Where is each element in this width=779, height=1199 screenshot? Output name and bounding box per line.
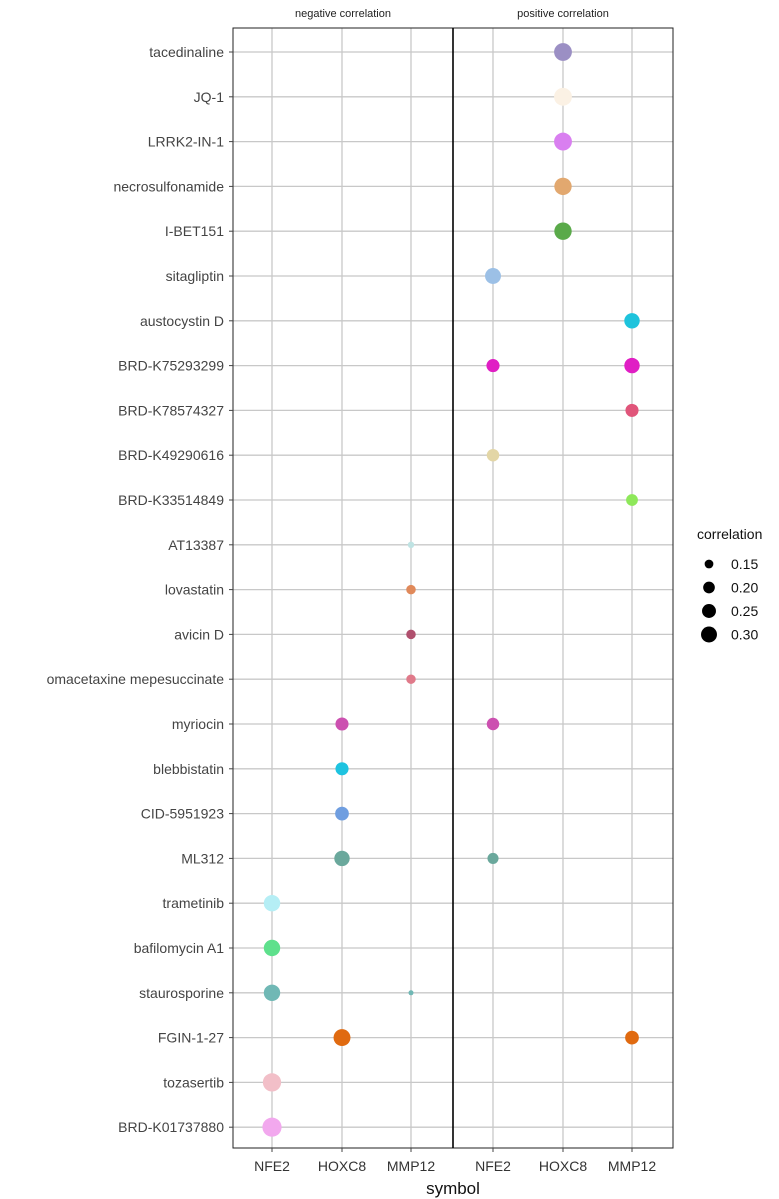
point-blebbistatin-hoxc8 xyxy=(335,762,349,776)
y-tick-austocystin-d: austocystin D xyxy=(140,313,224,329)
point-brd-k78574327-mmp12 xyxy=(625,403,639,417)
size-legend: correlation 0.15 0.20 0.25 0.30 xyxy=(697,526,762,643)
point-bafilomycin-a1-nfe2 xyxy=(263,939,281,957)
y-tick-sitagliptin: sitagliptin xyxy=(166,268,224,284)
y-tick-omacetaxine-mepesuccinate: omacetaxine mepesuccinate xyxy=(47,671,225,687)
legend-title: correlation xyxy=(697,526,762,542)
y-tick-tacedinaline: tacedinaline xyxy=(149,44,224,60)
y-tick-brd-k33514849: BRD-K33514849 xyxy=(118,492,224,508)
point-brd-k75293299-nfe2 xyxy=(486,359,500,373)
point-trametinib-nfe2 xyxy=(263,894,281,912)
point-necrosulfonamide-hoxc8 xyxy=(554,177,572,196)
y-tick-bafilomycin-a1: bafilomycin A1 xyxy=(134,940,224,956)
point-lovastatin-mmp12 xyxy=(406,584,416,595)
legend-key-0-25 xyxy=(702,604,716,618)
legend-key-0-15 xyxy=(704,559,714,569)
y-tick-i-bet151: I-BET151 xyxy=(165,223,224,239)
point-myriocin-nfe2 xyxy=(486,717,500,731)
y-tick-brd-k01737880: BRD-K01737880 xyxy=(118,1119,224,1135)
point-fgin-1-27-hoxc8 xyxy=(333,1029,351,1047)
x-axis-title: symbol xyxy=(426,1179,480,1198)
facet-label-positive-correlation: positive correlation xyxy=(517,8,609,20)
point-ml312-hoxc8 xyxy=(334,850,350,867)
point-brd-k49290616-nfe2 xyxy=(486,448,500,462)
point-staurosporine-mmp12 xyxy=(408,990,414,996)
y-tick-brd-k75293299: BRD-K75293299 xyxy=(118,358,224,374)
point-myriocin-hoxc8 xyxy=(335,717,349,731)
y-tick-jq-1: JQ-1 xyxy=(194,89,225,105)
point-lrrk2-in-1-hoxc8 xyxy=(554,132,572,151)
y-tick-staurosporine: staurosporine xyxy=(139,985,224,1001)
point-jq-1-hoxc8 xyxy=(554,87,572,106)
x-tick-mmp12: MMP12 xyxy=(387,1158,435,1174)
y-tick-cid-5951923: CID-5951923 xyxy=(141,806,224,822)
point-brd-k75293299-mmp12 xyxy=(624,357,640,374)
y-tick-blebbistatin: blebbistatin xyxy=(153,761,224,777)
y-tick-tozasertib: tozasertib xyxy=(163,1074,224,1090)
legend-label-0-20: 0.20 xyxy=(731,580,758,596)
x-tick-nfe2: NFE2 xyxy=(475,1158,511,1174)
legend-label-0-25: 0.25 xyxy=(731,603,758,619)
legend-label-0-15: 0.15 xyxy=(731,556,758,572)
y-tick-myriocin: myriocin xyxy=(172,716,224,732)
legend-label-0-30: 0.30 xyxy=(731,627,758,643)
point-tozasertib-nfe2 xyxy=(262,1073,282,1092)
point-i-bet151-hoxc8 xyxy=(554,222,572,240)
point-austocystin-d-mmp12 xyxy=(624,313,640,329)
x-tick-hoxc8: HOXC8 xyxy=(539,1158,587,1174)
point-ml312-nfe2 xyxy=(487,852,499,864)
y-tick-lrrk2-in-1: LRRK2-IN-1 xyxy=(148,134,224,150)
x-tick-mmp12: MMP12 xyxy=(608,1158,656,1174)
point-staurosporine-nfe2 xyxy=(263,984,281,1002)
y-tick-brd-k78574327: BRD-K78574327 xyxy=(118,402,224,418)
point-brd-k01737880-nfe2 xyxy=(262,1117,282,1137)
y-tick-at13387: AT13387 xyxy=(168,537,224,553)
y-tick-ml312: ML312 xyxy=(181,850,224,866)
y-tick-avicin-d: avicin D xyxy=(174,626,224,642)
point-omacetaxine-mepesuccinate-mmp12 xyxy=(406,674,416,684)
point-avicin-d-mmp12 xyxy=(406,629,416,640)
x-tick-nfe2: NFE2 xyxy=(254,1158,290,1174)
point-cid-5951923-hoxc8 xyxy=(335,806,349,821)
y-tick-trametinib: trametinib xyxy=(163,895,225,911)
point-tacedinaline-hoxc8 xyxy=(554,43,572,61)
y-tick-fgin-1-27: FGIN-1-27 xyxy=(158,1030,224,1046)
point-brd-k33514849-mmp12 xyxy=(626,494,638,506)
point-fgin-1-27-mmp12 xyxy=(625,1030,639,1045)
facet-label-negative-correlation: negative correlation xyxy=(295,8,391,20)
y-tick-lovastatin: lovastatin xyxy=(165,582,224,598)
panel-background xyxy=(233,28,453,1148)
point-sitagliptin-nfe2 xyxy=(485,268,501,284)
y-tick-necrosulfonamide: necrosulfonamide xyxy=(113,178,224,194)
y-tick-brd-k49290616: BRD-K49290616 xyxy=(118,447,224,463)
legend-key-0-20 xyxy=(703,581,715,594)
point-at13387-mmp12 xyxy=(407,541,415,549)
x-tick-hoxc8: HOXC8 xyxy=(318,1158,366,1174)
legend-key-0-30 xyxy=(701,626,717,643)
